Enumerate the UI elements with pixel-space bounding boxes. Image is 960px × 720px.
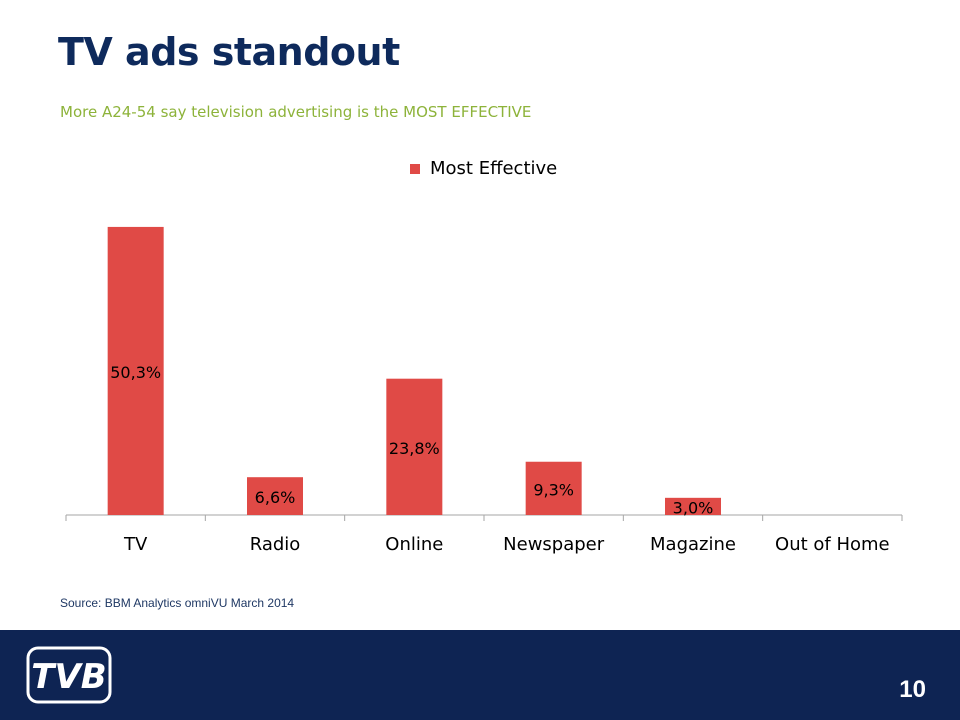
data-label: 50,3% (110, 363, 161, 382)
slide-title: TV ads standout (58, 30, 400, 74)
slide-subtitle: More A24-54 say television advertising i… (60, 103, 532, 121)
source-note: Source: BBM Analytics omniVU March 2014 (60, 596, 295, 610)
x-tick-label: Newspaper (503, 534, 605, 555)
x-tick-label: Magazine (650, 534, 736, 555)
bar-online (386, 378, 443, 515)
x-tick-label: Out of Home (775, 534, 890, 555)
x-tick-label: TV (123, 534, 148, 555)
svg-text:TVB: TVB (31, 657, 106, 697)
bar-radio (247, 477, 303, 515)
bar-magazine (665, 497, 721, 515)
footer-bar: TVB 10 (0, 630, 960, 720)
data-label: 3,0% (673, 498, 714, 517)
data-label: 9,3% (533, 480, 574, 499)
data-label: 6,6% (255, 488, 296, 507)
x-tick-label: Online (385, 534, 443, 555)
x-tick-label: Radio (250, 534, 301, 555)
chart-legend: Most Effective (410, 158, 557, 179)
data-label: 23,8% (389, 439, 440, 458)
bar-chart: 50,3% TV 6,6% Radio 23,8% Online 9,3% Newspaper… (65, 226, 903, 555)
bar-newspaper (525, 461, 582, 515)
page-number: 10 (899, 676, 926, 703)
tvb-logo: TVB (26, 646, 112, 704)
legend-swatch (410, 163, 420, 174)
bar-tv (107, 226, 164, 515)
legend-label: Most Effective (430, 158, 558, 179)
